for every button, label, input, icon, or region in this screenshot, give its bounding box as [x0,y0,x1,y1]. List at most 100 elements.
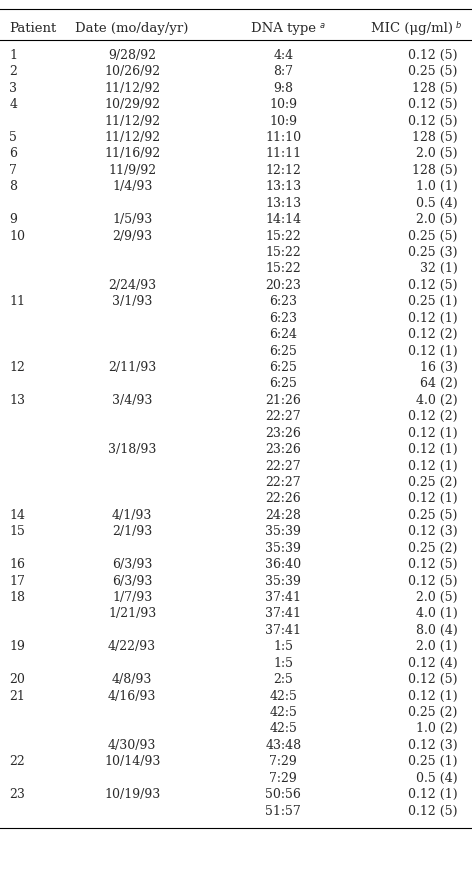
Text: 1: 1 [9,49,17,62]
Text: 9:8: 9:8 [273,82,293,95]
Text: 10:9: 10:9 [269,99,297,111]
Text: 7: 7 [9,164,17,177]
Text: 0.25 (2): 0.25 (2) [408,706,458,719]
Text: 0.12 (3): 0.12 (3) [408,739,458,752]
Text: 4/1/93: 4/1/93 [112,509,152,522]
Text: 0.25 (5): 0.25 (5) [408,66,458,78]
Text: 4.0 (2): 4.0 (2) [416,394,458,407]
Text: 0.12 (4): 0.12 (4) [408,657,458,670]
Text: 0.12 (5): 0.12 (5) [408,805,458,818]
Text: 42:5: 42:5 [269,706,297,719]
Text: 6:24: 6:24 [269,329,297,341]
Text: 36:40: 36:40 [265,559,301,571]
Text: 6:23: 6:23 [269,312,297,325]
Text: 10/29/92: 10/29/92 [104,99,160,111]
Text: 4.0 (1): 4.0 (1) [416,607,458,621]
Text: 0.12 (1): 0.12 (1) [408,345,458,358]
Text: 0.12 (5): 0.12 (5) [408,49,458,62]
Text: 21:26: 21:26 [265,394,301,407]
Text: 7:29: 7:29 [270,755,297,768]
Text: 2:5: 2:5 [273,673,293,686]
Text: 0.5 (4): 0.5 (4) [416,197,458,210]
Text: 14: 14 [9,509,25,522]
Text: 0.12 (3): 0.12 (3) [408,526,458,538]
Text: 2/11/93: 2/11/93 [108,361,156,374]
Text: 4/30/93: 4/30/93 [108,739,156,752]
Text: 0.12 (5): 0.12 (5) [408,99,458,111]
Text: 5: 5 [9,131,17,144]
Text: Patient: Patient [9,22,57,36]
Text: 0.25 (2): 0.25 (2) [408,542,458,555]
Text: 1/7/93: 1/7/93 [112,591,152,604]
Text: 35:39: 35:39 [265,526,301,538]
Text: 11: 11 [9,296,25,308]
Text: 0.12 (1): 0.12 (1) [408,493,458,505]
Text: 32 (1): 32 (1) [420,263,458,275]
Text: 7:29: 7:29 [270,772,297,785]
Text: 13:13: 13:13 [265,180,301,194]
Text: 12:12: 12:12 [265,164,301,177]
Text: 0.12 (1): 0.12 (1) [408,689,458,702]
Text: 37:41: 37:41 [265,591,301,604]
Text: 3/18/93: 3/18/93 [108,443,156,456]
Text: 64 (2): 64 (2) [420,377,458,391]
Text: 23: 23 [9,789,25,801]
Text: 12: 12 [9,361,25,374]
Text: 11:10: 11:10 [265,131,301,144]
Text: 3: 3 [9,82,17,95]
Text: 15:22: 15:22 [265,246,301,259]
Text: 9: 9 [9,213,17,226]
Text: 6/3/93: 6/3/93 [112,559,152,571]
Text: 2/9/93: 2/9/93 [112,230,152,242]
Text: 37:41: 37:41 [265,624,301,637]
Text: 6:25: 6:25 [269,377,297,391]
Text: 0.12 (5): 0.12 (5) [408,575,458,588]
Text: 11:11: 11:11 [265,147,301,161]
Text: 15:22: 15:22 [265,230,301,242]
Text: 11/9/92: 11/9/92 [108,164,156,177]
Text: 0.12 (5): 0.12 (5) [408,559,458,571]
Text: 3/4/93: 3/4/93 [112,394,152,407]
Text: 128 (5): 128 (5) [412,131,458,144]
Text: 18: 18 [9,591,25,604]
Text: 10/26/92: 10/26/92 [104,66,160,78]
Text: 21: 21 [9,689,25,702]
Text: 11/12/92: 11/12/92 [104,131,160,144]
Text: 1/21/93: 1/21/93 [108,607,156,621]
Text: 0.5 (4): 0.5 (4) [416,772,458,785]
Text: 6/3/93: 6/3/93 [112,575,152,588]
Text: 35:39: 35:39 [265,542,301,555]
Text: 0.25 (1): 0.25 (1) [408,296,458,308]
Text: MIC (μg/ml): MIC (μg/ml) [371,22,453,36]
Text: 4/22/93: 4/22/93 [108,640,156,654]
Text: 22: 22 [9,755,25,768]
Text: 16 (3): 16 (3) [420,361,458,374]
Text: 19: 19 [9,640,25,654]
Text: 6: 6 [9,147,17,161]
Text: 0.12 (5): 0.12 (5) [408,115,458,128]
Text: 20: 20 [9,673,25,686]
Text: 13: 13 [9,394,25,407]
Text: 0.12 (2): 0.12 (2) [408,410,458,424]
Text: 0.25 (5): 0.25 (5) [408,509,458,522]
Text: 17: 17 [9,575,25,588]
Text: 15: 15 [9,526,25,538]
Text: 1.0 (2): 1.0 (2) [416,723,458,735]
Text: 0.12 (1): 0.12 (1) [408,312,458,325]
Text: 11/16/92: 11/16/92 [104,147,160,161]
Text: 10/14/93: 10/14/93 [104,755,160,768]
Text: 15:22: 15:22 [265,263,301,275]
Text: 3/1/93: 3/1/93 [112,296,152,308]
Text: 50:56: 50:56 [265,789,301,801]
Text: 0.25 (5): 0.25 (5) [408,230,458,242]
Text: 6:23: 6:23 [269,296,297,308]
Text: 24:28: 24:28 [265,509,301,522]
Text: 10: 10 [9,230,25,242]
Text: 2.0 (5): 2.0 (5) [416,591,458,604]
Text: 0.25 (3): 0.25 (3) [408,246,458,259]
Text: 0.25 (1): 0.25 (1) [408,755,458,768]
Text: 10:9: 10:9 [269,115,297,128]
Text: 16: 16 [9,559,25,571]
Text: 0.12 (1): 0.12 (1) [408,427,458,440]
Text: 1.0 (1): 1.0 (1) [416,180,458,194]
